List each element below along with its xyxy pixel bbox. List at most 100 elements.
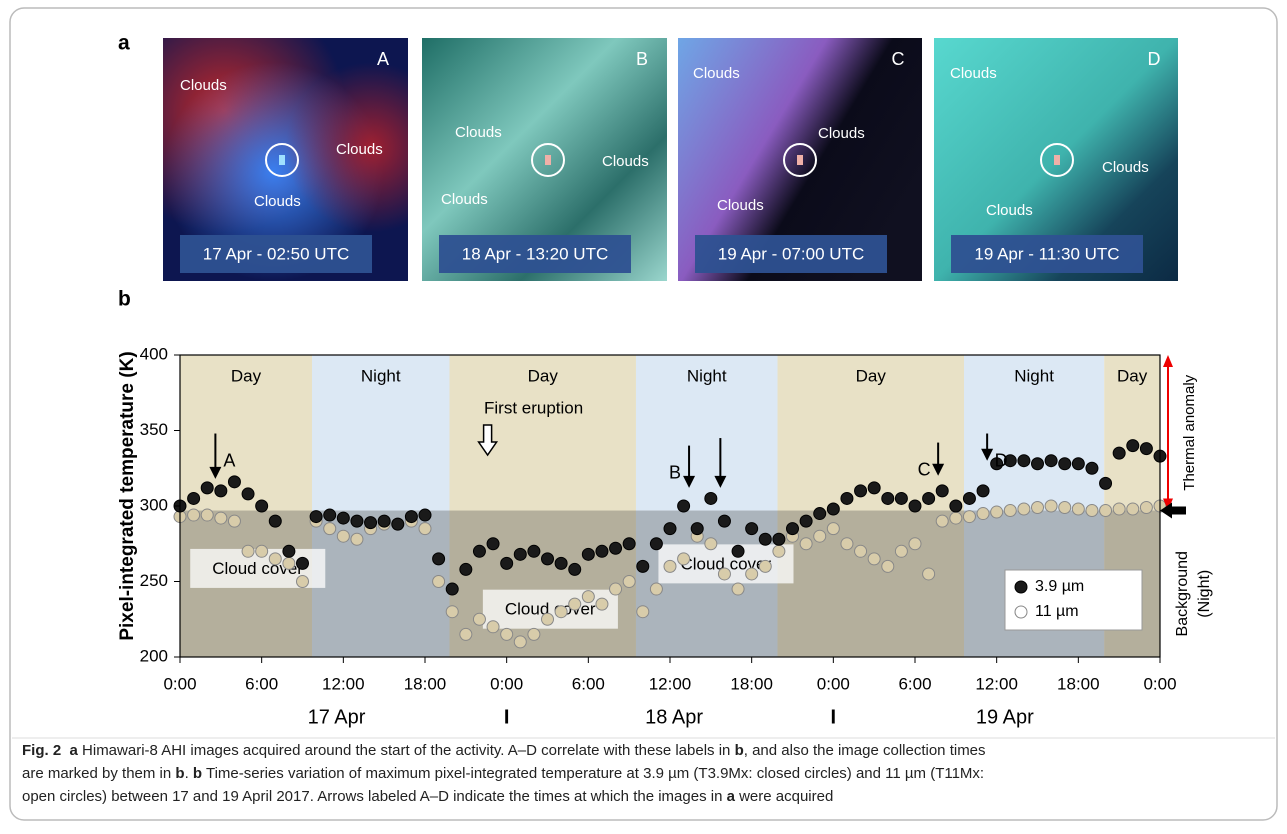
data-point <box>1045 455 1057 467</box>
background-label: Background <box>1174 551 1191 636</box>
data-point <box>555 606 567 618</box>
cloud-label: Clouds <box>602 153 649 170</box>
cloud-label: Clouds <box>441 191 488 208</box>
y-axis-label: Pixel-integrated temperature (K) <box>117 351 138 640</box>
data-point <box>882 560 894 572</box>
data-point <box>991 506 1003 518</box>
x-tick-label: 18:00 <box>404 674 447 693</box>
date-label: 19 Apr <box>976 706 1034 728</box>
date-label: I <box>831 706 837 728</box>
data-point <box>473 545 485 557</box>
legend-label: 11 µm <box>1035 603 1079 620</box>
data-point <box>1086 462 1098 474</box>
band-label: Day <box>856 366 887 385</box>
data-point <box>201 482 213 494</box>
data-point <box>759 560 771 572</box>
data-point <box>256 545 268 557</box>
data-point <box>678 553 690 565</box>
data-point <box>419 523 431 535</box>
data-point <box>188 492 200 504</box>
data-point <box>297 557 309 569</box>
x-tick-label: 12:00 <box>975 674 1018 693</box>
data-point <box>923 568 935 580</box>
data-point <box>637 606 649 618</box>
data-point <box>487 538 499 550</box>
data-point <box>1059 458 1071 470</box>
caption-segment: b <box>175 765 184 782</box>
data-point <box>841 538 853 550</box>
data-point <box>827 503 839 515</box>
panel-label: b <box>118 288 131 311</box>
x-tick-label: 12:00 <box>322 674 365 693</box>
data-point <box>1086 505 1098 517</box>
data-point <box>650 538 662 550</box>
data-point <box>501 557 513 569</box>
data-point <box>188 509 200 521</box>
data-point <box>1032 458 1044 470</box>
data-point <box>433 553 445 565</box>
data-point <box>705 492 717 504</box>
data-point <box>528 545 540 557</box>
page: { "panel_a": { "label": "a", "images": [… <box>0 0 1287 834</box>
caption-segment: Time-series variation of maximum pixel-i… <box>202 765 984 782</box>
data-point <box>1100 477 1112 489</box>
caption-line: open circles) between 17 and 19 April 20… <box>22 788 833 805</box>
panel-label: a <box>118 32 130 55</box>
data-point <box>718 515 730 527</box>
image-time: 19 Apr - 11:30 UTC <box>974 244 1119 263</box>
data-point <box>324 523 336 535</box>
data-point <box>787 523 799 535</box>
date-label: I <box>504 706 510 728</box>
caption-segment: Fig. 2 <box>22 742 61 759</box>
data-point <box>950 500 962 512</box>
data-point <box>732 545 744 557</box>
data-point <box>242 488 254 500</box>
data-point <box>555 557 567 569</box>
data-point <box>1032 502 1044 514</box>
data-point <box>841 492 853 504</box>
cloud-label: Clouds <box>693 65 740 82</box>
x-tick-label: 0:00 <box>1143 674 1176 693</box>
data-point <box>923 492 935 504</box>
caption-segment: b <box>735 742 744 759</box>
x-tick-label: 0:00 <box>163 674 196 693</box>
y-tick-label: 400 <box>140 344 168 363</box>
data-point <box>610 583 622 595</box>
data-point <box>746 568 758 580</box>
data-point <box>936 515 948 527</box>
data-point <box>610 542 622 554</box>
data-point <box>1072 458 1084 470</box>
caption-segment: Himawari-8 AHI images acquired around th… <box>78 742 735 759</box>
data-point <box>324 509 336 521</box>
x-tick-label: 6:00 <box>898 674 931 693</box>
data-point <box>228 476 240 488</box>
data-point <box>569 598 581 610</box>
target-pixel <box>1054 155 1060 165</box>
data-point <box>718 568 730 580</box>
data-point <box>1045 500 1057 512</box>
caption-segment: b <box>193 765 202 782</box>
data-point <box>909 500 921 512</box>
caption-segment: a <box>61 742 78 759</box>
image-time: 19 Apr - 07:00 UTC <box>718 244 864 263</box>
data-point <box>895 545 907 557</box>
data-point <box>460 628 472 640</box>
data-point <box>1100 505 1112 517</box>
data-point <box>868 482 880 494</box>
data-point <box>337 530 349 542</box>
cloud-label: Clouds <box>254 193 301 210</box>
figure: ACloudsCloudsClouds17 Apr - 02:50 UTCBCl… <box>0 0 1287 829</box>
data-point <box>746 523 758 535</box>
y-tick-label: 350 <box>140 420 168 439</box>
data-point <box>623 538 635 550</box>
data-point <box>977 485 989 497</box>
image-time: 18 Apr - 13:20 UTC <box>462 244 608 263</box>
data-point <box>868 553 880 565</box>
data-point <box>582 548 594 560</box>
anomaly-label: Thermal anomaly <box>1181 374 1198 490</box>
data-point <box>800 538 812 550</box>
eruption-label: First eruption <box>484 398 583 417</box>
cloud-label: Clouds <box>180 77 227 94</box>
data-point <box>759 533 771 545</box>
data-point <box>215 512 227 524</box>
